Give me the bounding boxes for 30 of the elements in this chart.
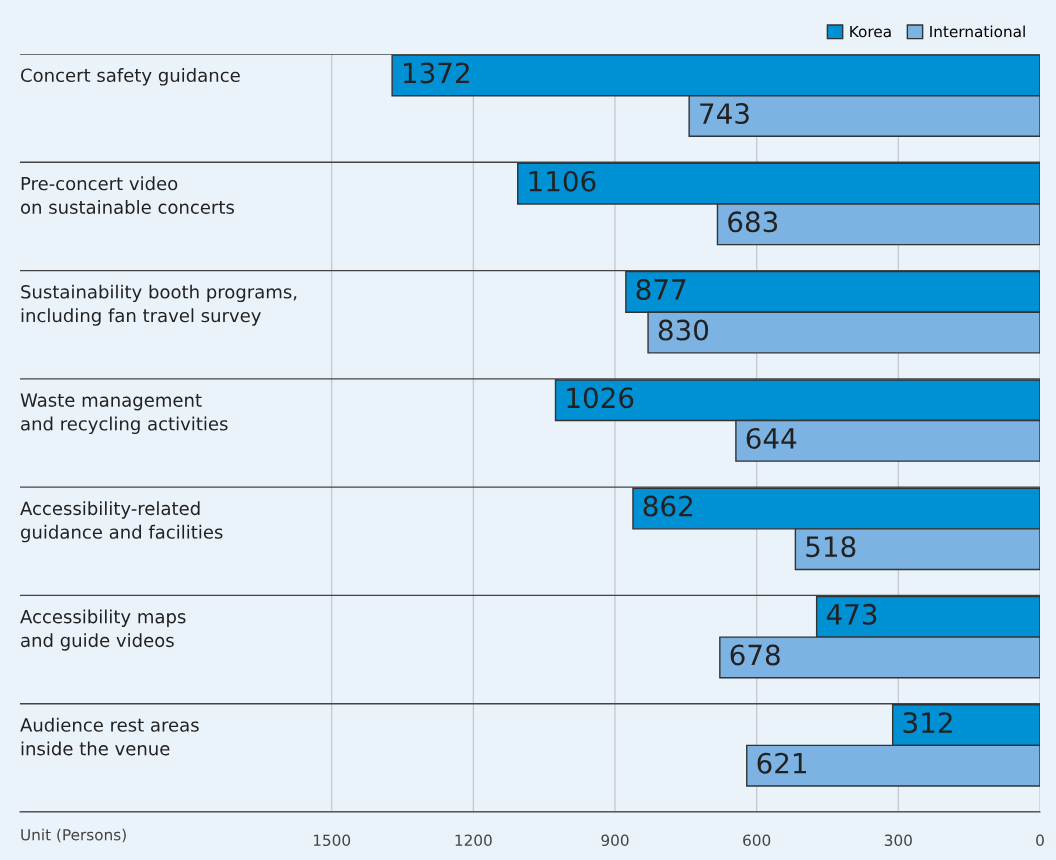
legend-label: Korea	[850, 25, 891, 38]
legend-label: International	[930, 25, 1025, 38]
data-label: 743	[700, 103, 749, 125]
data-label: 312	[903, 712, 952, 734]
data-label: 1106	[529, 170, 596, 192]
data-label: 678	[730, 644, 780, 666]
data-label: 683	[728, 211, 778, 233]
x-axis-title: Unit (Persons)	[21, 828, 126, 843]
x-tick-label: 900	[601, 834, 629, 847]
data-label: 621	[757, 752, 807, 774]
y-tick-label: Accessibility-related guidance and facilities	[20, 501, 223, 543]
x-tick-label: 1200	[455, 834, 492, 847]
data-label: 1026	[567, 387, 634, 409]
y-tick-label: Audience rest areas inside the venue	[20, 717, 199, 756]
data-label: 518	[806, 536, 856, 558]
data-label: 830	[658, 319, 709, 341]
data-label: 644	[746, 427, 797, 449]
x-tick-label: 300	[884, 834, 912, 847]
data-label: 473	[826, 603, 877, 625]
y-tick-label: Waste management and recycling activities	[20, 393, 228, 435]
y-tick-label: Sustainability booth programs, including fan travel survey	[21, 284, 297, 326]
y-tick-label: Accessibility maps and guide videos	[20, 609, 186, 651]
data-label: 1372	[403, 62, 469, 84]
y-tick-label: Pre-concert video on sustainable concerts	[21, 176, 234, 214]
x-tick-label: 1500	[313, 834, 351, 847]
data-label: 862	[643, 495, 693, 517]
data-label: 877	[636, 279, 686, 301]
y-tick-label: Concert safety guidance	[21, 68, 240, 86]
x-tick-label: 600	[743, 834, 771, 847]
x-tick-label: 0	[1036, 834, 1044, 847]
